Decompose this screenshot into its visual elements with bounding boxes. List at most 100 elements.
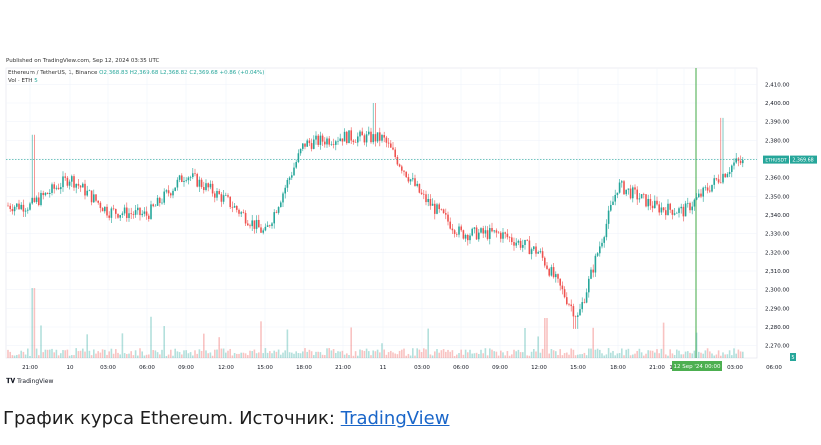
candle-body bbox=[735, 158, 737, 163]
volume-bar bbox=[178, 352, 181, 358]
volume-bar bbox=[64, 350, 66, 358]
candle-body bbox=[372, 134, 374, 143]
candle-body bbox=[66, 177, 69, 186]
volume-bar bbox=[370, 355, 372, 358]
candle-body bbox=[291, 175, 293, 178]
volume-bar bbox=[497, 355, 500, 358]
volume-bar bbox=[493, 351, 495, 358]
candle-body bbox=[407, 177, 410, 182]
y-tick-label: 2,340.00 bbox=[765, 213, 790, 219]
volume-bar bbox=[209, 352, 212, 358]
candle-body bbox=[178, 175, 181, 180]
candle-body bbox=[214, 193, 216, 198]
y-tick-label: 2,380.00 bbox=[765, 138, 790, 144]
candle-body bbox=[667, 203, 669, 216]
volume-bar bbox=[698, 351, 700, 358]
candle-body bbox=[119, 214, 121, 218]
published-note: Published on TradingView.com, Sep 12, 20… bbox=[6, 58, 160, 64]
volume-bar bbox=[695, 332, 698, 358]
volume-bar bbox=[502, 352, 504, 358]
volume-bar bbox=[319, 352, 322, 358]
volume-bar bbox=[629, 355, 632, 358]
volume-bar bbox=[145, 354, 148, 358]
volume-bar bbox=[126, 354, 128, 358]
volume-bar bbox=[599, 349, 601, 358]
volume-bar bbox=[196, 353, 198, 358]
candle-body bbox=[363, 135, 366, 143]
volume-bar bbox=[500, 350, 502, 358]
candle-body bbox=[671, 209, 674, 215]
candle-body bbox=[46, 192, 49, 194]
candle-body bbox=[253, 220, 256, 229]
candle-body bbox=[49, 192, 51, 194]
volume-bar bbox=[640, 352, 643, 358]
time-highlight-badge bbox=[672, 361, 722, 371]
price-chart[interactable]: 2,410.002,400.002,390.002,380.002,370.00… bbox=[0, 60, 821, 380]
volume-bar bbox=[161, 349, 163, 358]
candle-body bbox=[401, 166, 403, 171]
candle-body bbox=[447, 214, 449, 222]
volume-bar bbox=[647, 350, 649, 358]
candle-body bbox=[629, 188, 632, 199]
candle-body bbox=[368, 131, 370, 135]
candle-body bbox=[88, 190, 91, 192]
volume-bar bbox=[513, 349, 515, 358]
candle-body bbox=[420, 192, 423, 194]
candle-body bbox=[238, 209, 240, 214]
volume-bar bbox=[557, 355, 559, 358]
candle-body bbox=[348, 130, 350, 144]
volume-bar bbox=[453, 355, 456, 358]
volume-bar bbox=[337, 351, 339, 358]
volume-bar bbox=[711, 353, 713, 358]
candle-body bbox=[634, 187, 636, 190]
volume-bar bbox=[462, 354, 465, 358]
candle-body bbox=[156, 197, 159, 206]
volume-bar bbox=[394, 353, 396, 358]
candle-body bbox=[359, 131, 361, 137]
volume-bar bbox=[423, 348, 425, 358]
candle-body bbox=[381, 135, 383, 141]
volume-bar bbox=[18, 354, 20, 358]
x-tick-label: 03:00 bbox=[100, 365, 116, 371]
volume-bar bbox=[407, 353, 410, 358]
candle-body bbox=[566, 297, 568, 305]
volume-bar bbox=[691, 353, 693, 358]
candle-body bbox=[350, 130, 352, 141]
volume-bar bbox=[108, 351, 110, 358]
candle-body bbox=[121, 213, 124, 215]
candle-body bbox=[152, 204, 154, 207]
candle-body bbox=[324, 141, 326, 145]
volume-bar bbox=[722, 352, 724, 358]
candle-body bbox=[731, 165, 733, 172]
candle-body bbox=[55, 187, 58, 189]
candle-body bbox=[486, 230, 489, 239]
volume-bar bbox=[198, 349, 201, 358]
candle-body bbox=[416, 183, 418, 186]
volume-bar bbox=[491, 349, 493, 358]
volume-bar bbox=[403, 348, 405, 358]
volume-bar bbox=[627, 348, 630, 358]
candle-body bbox=[187, 177, 190, 181]
candle-body bbox=[260, 227, 262, 233]
volume-bar bbox=[614, 355, 616, 358]
volume-bar bbox=[354, 351, 357, 358]
volume-bar bbox=[436, 349, 438, 358]
volume-bar bbox=[57, 355, 60, 358]
volume-bar bbox=[458, 353, 460, 358]
candle-body bbox=[656, 200, 658, 205]
x-tick-label: 15:00 bbox=[570, 365, 586, 371]
volume-bar bbox=[649, 350, 652, 358]
source-link[interactable]: TradingView bbox=[340, 408, 450, 429]
volume-bar bbox=[634, 353, 636, 358]
y-tick-label: 2,290.00 bbox=[765, 306, 790, 312]
candle-body bbox=[326, 138, 328, 145]
candle-body bbox=[414, 178, 416, 186]
x-tick-label: 03:00 bbox=[727, 365, 743, 371]
tv-logo-icon: 𝐓𝐕 bbox=[6, 377, 16, 385]
volume-bar bbox=[489, 348, 491, 358]
volume-bar bbox=[249, 350, 251, 358]
y-tick-label: 2,400.00 bbox=[765, 101, 790, 107]
candle-body bbox=[328, 138, 330, 145]
candle-body bbox=[572, 306, 575, 317]
volume-bar bbox=[537, 336, 539, 358]
